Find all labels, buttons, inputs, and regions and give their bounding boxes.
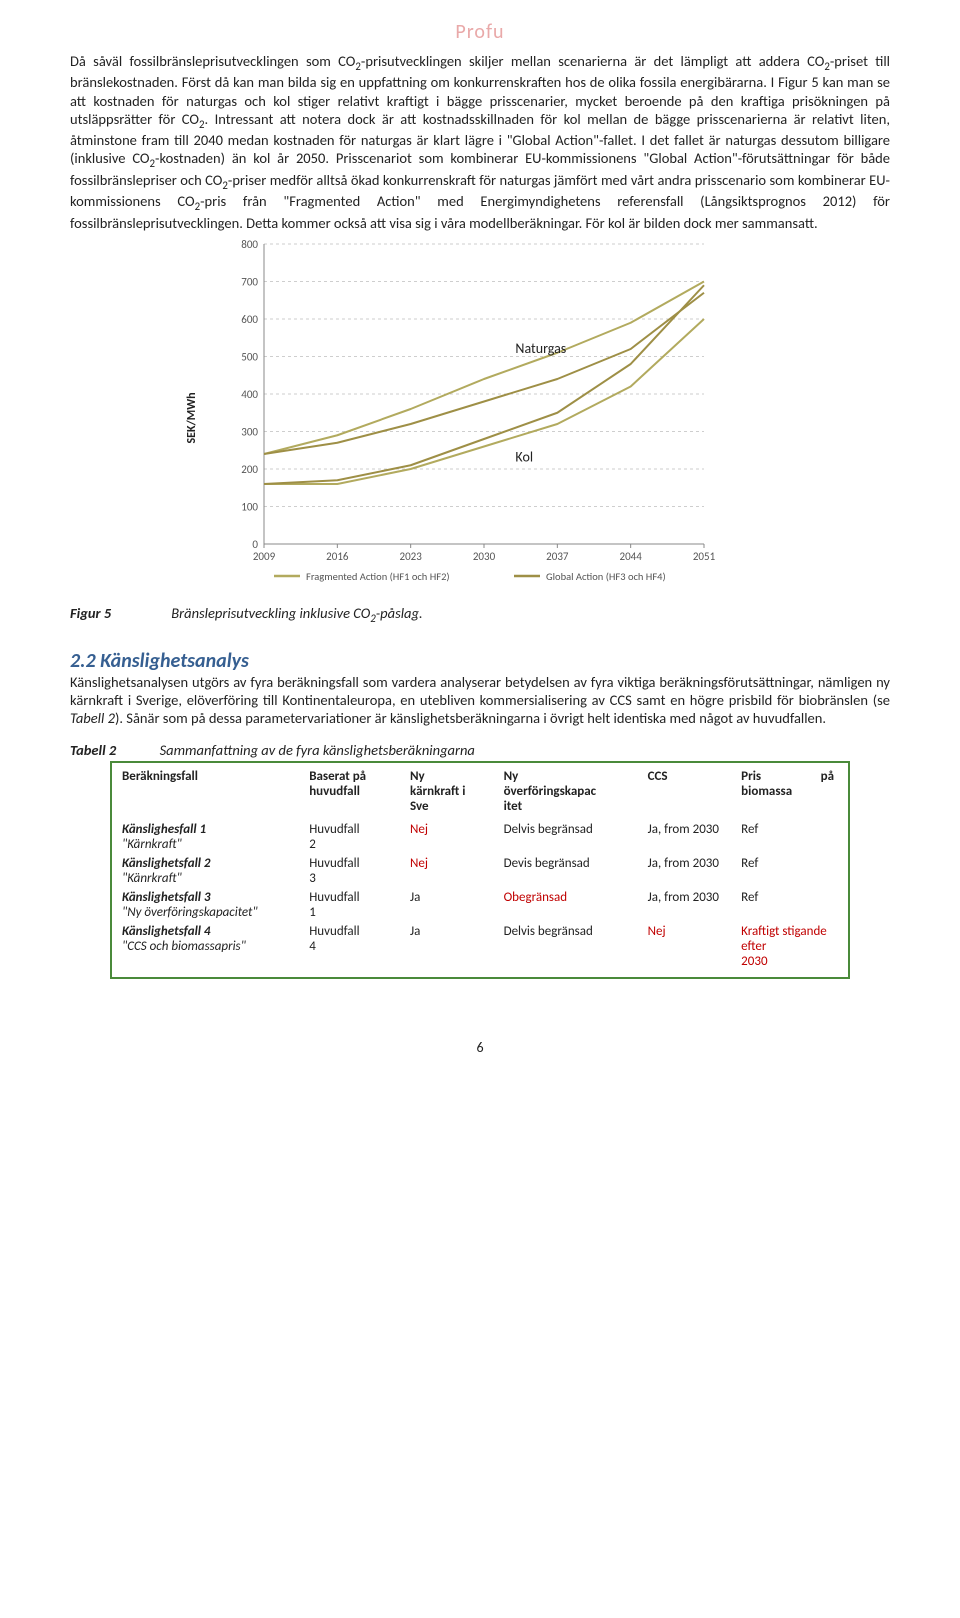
figure-label: Figur 5 — [70, 604, 111, 625]
svg-text:2023: 2023 — [400, 550, 423, 563]
svg-text:2051: 2051 — [693, 550, 716, 563]
svg-text:2044: 2044 — [620, 550, 643, 563]
svg-text:200: 200 — [241, 463, 258, 476]
table-2-caption: Tabell 2 Sammanfattning av de fyra känsl… — [70, 741, 890, 759]
svg-text:400: 400 — [241, 388, 258, 401]
intro-paragraph: Då såväl fossilbränsleprisutvecklingen s… — [70, 52, 890, 232]
svg-text:100: 100 — [241, 500, 258, 513]
figure-5-caption: Figur 5 Bränsleprisutveckling inklusive … — [70, 604, 890, 625]
line-chart-svg: 0100200300400500600700800200920162023203… — [220, 238, 720, 598]
sensitivity-table: BeräkningsfallBaserat påhuvudfallNykärnk… — [110, 761, 850, 979]
table-label: Tabell 2 — [70, 741, 116, 759]
svg-text:2037: 2037 — [546, 550, 569, 563]
svg-text:300: 300 — [241, 425, 258, 438]
svg-text:Naturgas: Naturgas — [515, 340, 566, 357]
svg-text:Global Action (HF3 och HF4): Global Action (HF3 och HF4) — [546, 570, 666, 583]
table-caption-text: Sammanfattning av de fyra känslighetsber… — [160, 741, 475, 759]
svg-text:2030: 2030 — [473, 550, 496, 563]
page-number: 6 — [70, 1039, 890, 1056]
svg-text:500: 500 — [241, 350, 258, 363]
svg-text:Kol: Kol — [515, 448, 533, 465]
svg-text:600: 600 — [241, 313, 258, 326]
svg-text:2016: 2016 — [326, 550, 349, 563]
brand-logo: Profu — [70, 20, 890, 44]
section-2-2-heading: 2.2 Känslighetsanalys — [70, 649, 890, 673]
svg-text:2009: 2009 — [253, 550, 276, 563]
svg-text:800: 800 — [241, 238, 258, 251]
svg-text:Fragmented Action (HF1 och HF2: Fragmented Action (HF1 och HF2) — [306, 570, 450, 583]
figure-caption-text: Bränsleprisutveckling inklusive CO2-påsl… — [171, 604, 422, 625]
section-2-2-body: Känslighetsanalysen utgörs av fyra beräk… — [70, 673, 890, 727]
y-axis-label: SEK/MWh — [185, 392, 199, 443]
svg-text:700: 700 — [241, 275, 258, 288]
figure-5-chart: SEK/MWh 01002003004005006007008002009201… — [220, 238, 720, 598]
